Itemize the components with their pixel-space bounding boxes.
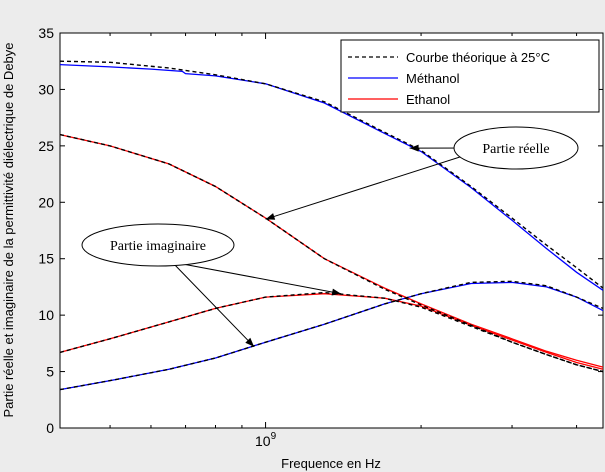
arrowhead-real-1 <box>409 144 419 152</box>
series-theo_meth_real <box>59 60 604 289</box>
annotation-imag-label: Partie imaginaire <box>110 239 206 254</box>
x-tick-label: 109 <box>255 431 277 449</box>
y-tick-label: 10 <box>38 307 54 323</box>
y-axis: 0 5 10 15 20 25 30 35 <box>38 25 603 436</box>
y-tick-label: 0 <box>46 420 54 436</box>
y-tick-label: 5 <box>46 364 54 380</box>
annotation-real-bubble <box>453 126 579 170</box>
annotation-real: Partie réelle <box>265 126 579 220</box>
x-axis-label: Frequence en Hz <box>281 456 381 471</box>
legend-label-theory: Courbe théorique à 25°C <box>406 50 550 65</box>
y-tick-label: 35 <box>38 25 54 41</box>
series-theo_meth_imag <box>59 280 604 391</box>
annotation-imaginary: Partie imaginaire <box>81 223 342 348</box>
arrow-imag-1 <box>171 261 342 295</box>
arrowhead-real-2 <box>265 213 276 220</box>
series-meth_real <box>59 63 604 291</box>
arrow-imag-2 <box>171 261 255 348</box>
series-group <box>59 60 604 391</box>
arrowhead-imag-1 <box>331 288 342 296</box>
legend-box <box>340 39 600 113</box>
annotation-imag-bubble <box>81 223 235 267</box>
arrowhead-imag-2 <box>245 337 255 347</box>
y-tick-label: 15 <box>38 251 54 267</box>
y-axis-label: Partie réelle et imaginaire de la permit… <box>1 42 16 417</box>
series-theo_eth_imag <box>59 291 604 373</box>
y-tick-label: 25 <box>38 138 54 154</box>
arrow-real-2 <box>265 147 489 220</box>
y-tick-label: 20 <box>38 194 54 210</box>
y-tick-label: 30 <box>38 81 54 97</box>
legend-label-ethanol: Ethanol <box>406 92 450 107</box>
annotation-real-label: Partie réelle <box>482 142 549 157</box>
legend-label-methanol: Méthanol <box>406 71 460 86</box>
x-tick-exponent: 9 <box>271 431 277 442</box>
series-theo_eth_real <box>59 133 604 373</box>
legend: Courbe théorique à 25°C Méthanol Ethanol <box>340 39 600 113</box>
